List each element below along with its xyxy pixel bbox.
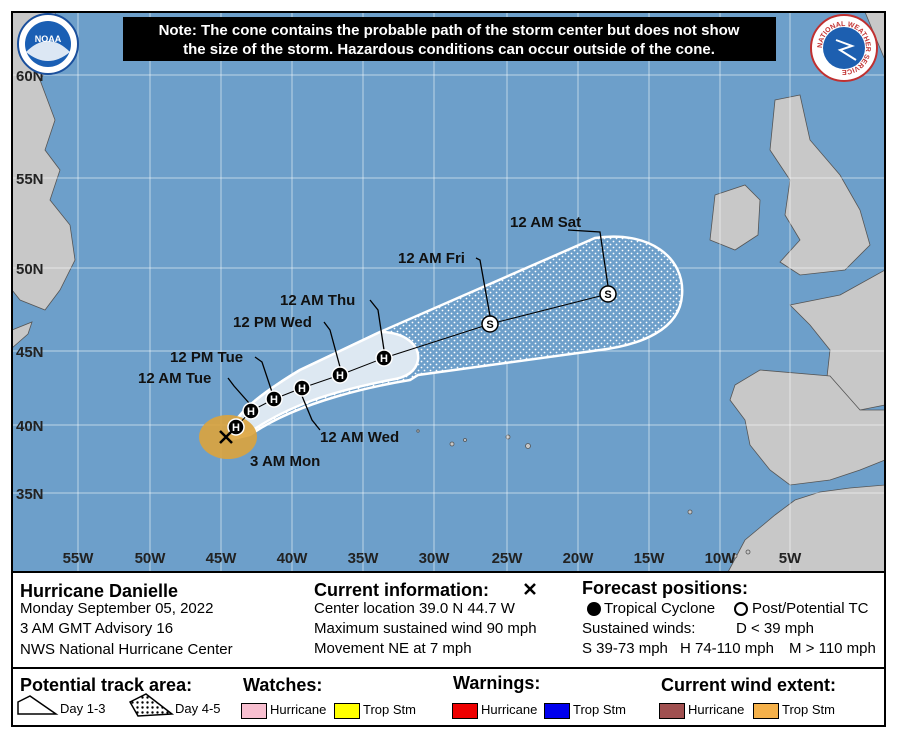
point — [265, 390, 283, 408]
wind-m: M > 110 mph — [789, 640, 876, 657]
lat-labels: 60N 55N 50N 45N 40N 35N — [16, 68, 44, 503]
point — [293, 379, 311, 397]
forecast-label: 12 AM Fri — [398, 250, 465, 267]
nws-logo: NATIONAL WEATHER SERVICE — [810, 14, 878, 82]
noaa-logo: NOAA — [17, 13, 79, 75]
wind-ts-label: Trop Stm — [782, 702, 835, 717]
day45-icon — [128, 693, 175, 717]
watch-ts-swatch — [334, 703, 360, 719]
watch-hurricane-label: Hurricane — [270, 702, 327, 717]
current-line: Maximum sustained wind 90 mph — [314, 620, 537, 637]
storm-date: Monday September 05, 2022 — [20, 600, 214, 617]
warnings-title: Warnings: — [453, 673, 541, 693]
warn-hurricane-swatch — [452, 703, 478, 719]
current-title: Current information: — [314, 580, 489, 600]
point-symbol: H — [380, 353, 388, 365]
lon-labels: 55W 50W 45W 40W 35W 30W 25W 20W 15W 10W … — [63, 550, 803, 567]
point-symbol: H — [270, 394, 278, 406]
points: H H H H H H S S — [227, 285, 617, 436]
point-symbol: S — [486, 319, 493, 331]
lat-label: 55N — [16, 171, 44, 188]
lon-label: 15W — [634, 550, 666, 567]
lon-label: 10W — [705, 550, 737, 567]
storm-center: NWS National Hurricane Center — [20, 641, 233, 658]
point-symbol: H — [298, 383, 306, 395]
watch-hurricane-swatch — [241, 703, 267, 719]
lon-label: 50W — [135, 550, 167, 567]
lat-label: 45N — [16, 344, 44, 361]
leaders — [227, 229, 609, 431]
wind-h: H 74-110 mph — [680, 640, 774, 657]
forecast-title: Forecast positions: — [582, 578, 749, 598]
sustained-label: Sustained winds: — [582, 620, 696, 637]
warn-ts-label: Trop Stm — [573, 702, 626, 717]
noaa-text: NOAA — [35, 34, 62, 44]
note-box — [123, 17, 776, 61]
tc-label: Tropical Cyclone — [604, 600, 716, 617]
cone-day1-3 — [226, 330, 420, 442]
lat-label: 40N — [16, 418, 44, 435]
lon-label: 55W — [63, 550, 95, 567]
panel-frame — [11, 571, 886, 727]
wind-hurricane-swatch — [659, 703, 685, 719]
lat-label: 50N — [16, 261, 44, 278]
lon-label: 45W — [206, 550, 238, 567]
point — [375, 349, 393, 367]
note-line: the size of the storm. Hazardous conditi… — [183, 41, 715, 58]
wind-hurricane-label: Hurricane — [688, 702, 745, 717]
warn-ts-swatch — [544, 703, 570, 719]
lat-label: 35N — [16, 486, 44, 503]
post-tc-label: Post/Potential TC — [752, 600, 869, 617]
lon-label: 35W — [348, 550, 380, 567]
storm-advisory: 3 AM GMT Advisory 16 — [20, 620, 174, 637]
watches-title: Watches: — [243, 675, 323, 695]
graticule — [12, 12, 885, 572]
current-label: 3 AM Mon — [250, 453, 320, 470]
wind-title: Current wind extent: — [661, 675, 837, 695]
post-tc-icon — [734, 602, 748, 616]
wind-d: D < 39 mph — [736, 620, 814, 637]
point — [481, 315, 499, 333]
wind-s: S 39-73 mph — [582, 640, 668, 657]
forecast-label: 12 AM Tue — [138, 370, 211, 387]
forecast-label: 12 PM Wed — [233, 314, 312, 331]
point — [242, 402, 260, 420]
point-symbol: H — [336, 370, 344, 382]
lon-label: 5W — [779, 550, 802, 567]
point-symbol: S — [604, 289, 611, 301]
forecast-label: 12 AM Thu — [280, 292, 355, 309]
storm-name: Hurricane Danielle — [20, 581, 179, 601]
lon-label: 25W — [492, 550, 524, 567]
watch-ts-label: Trop Stm — [363, 702, 416, 717]
lon-label: 40W — [277, 550, 309, 567]
lon-label: 20W — [563, 550, 595, 567]
note-line: Note: The cone contains the probable pat… — [159, 22, 740, 39]
current-icon — [524, 583, 536, 595]
point — [331, 366, 349, 384]
ocean — [12, 12, 885, 572]
current-line: Center location 39.0 N 44.7 W — [314, 600, 515, 617]
point-symbol: H — [247, 406, 255, 418]
forecast-label: 12 PM Tue — [170, 349, 243, 366]
current-position — [219, 430, 233, 444]
current-line: Movement NE at 7 mph — [314, 640, 472, 657]
forecast-label: 12 AM Sat — [510, 214, 581, 231]
tc-icon — [587, 602, 601, 616]
point — [599, 285, 617, 303]
lon-label: 30W — [419, 550, 451, 567]
day45-label: Day 4-5 — [175, 701, 221, 716]
day13-icon — [17, 695, 59, 715]
land — [11, 11, 886, 573]
day13-label: Day 1-3 — [60, 701, 106, 716]
wind-extent — [199, 415, 257, 459]
forecast-label: 12 AM Wed — [320, 429, 399, 446]
warn-hurricane-label: Hurricane — [481, 702, 538, 717]
track-title: Potential track area: — [20, 675, 193, 695]
point-symbol: H — [232, 422, 240, 434]
wind-ts-swatch — [753, 703, 779, 719]
